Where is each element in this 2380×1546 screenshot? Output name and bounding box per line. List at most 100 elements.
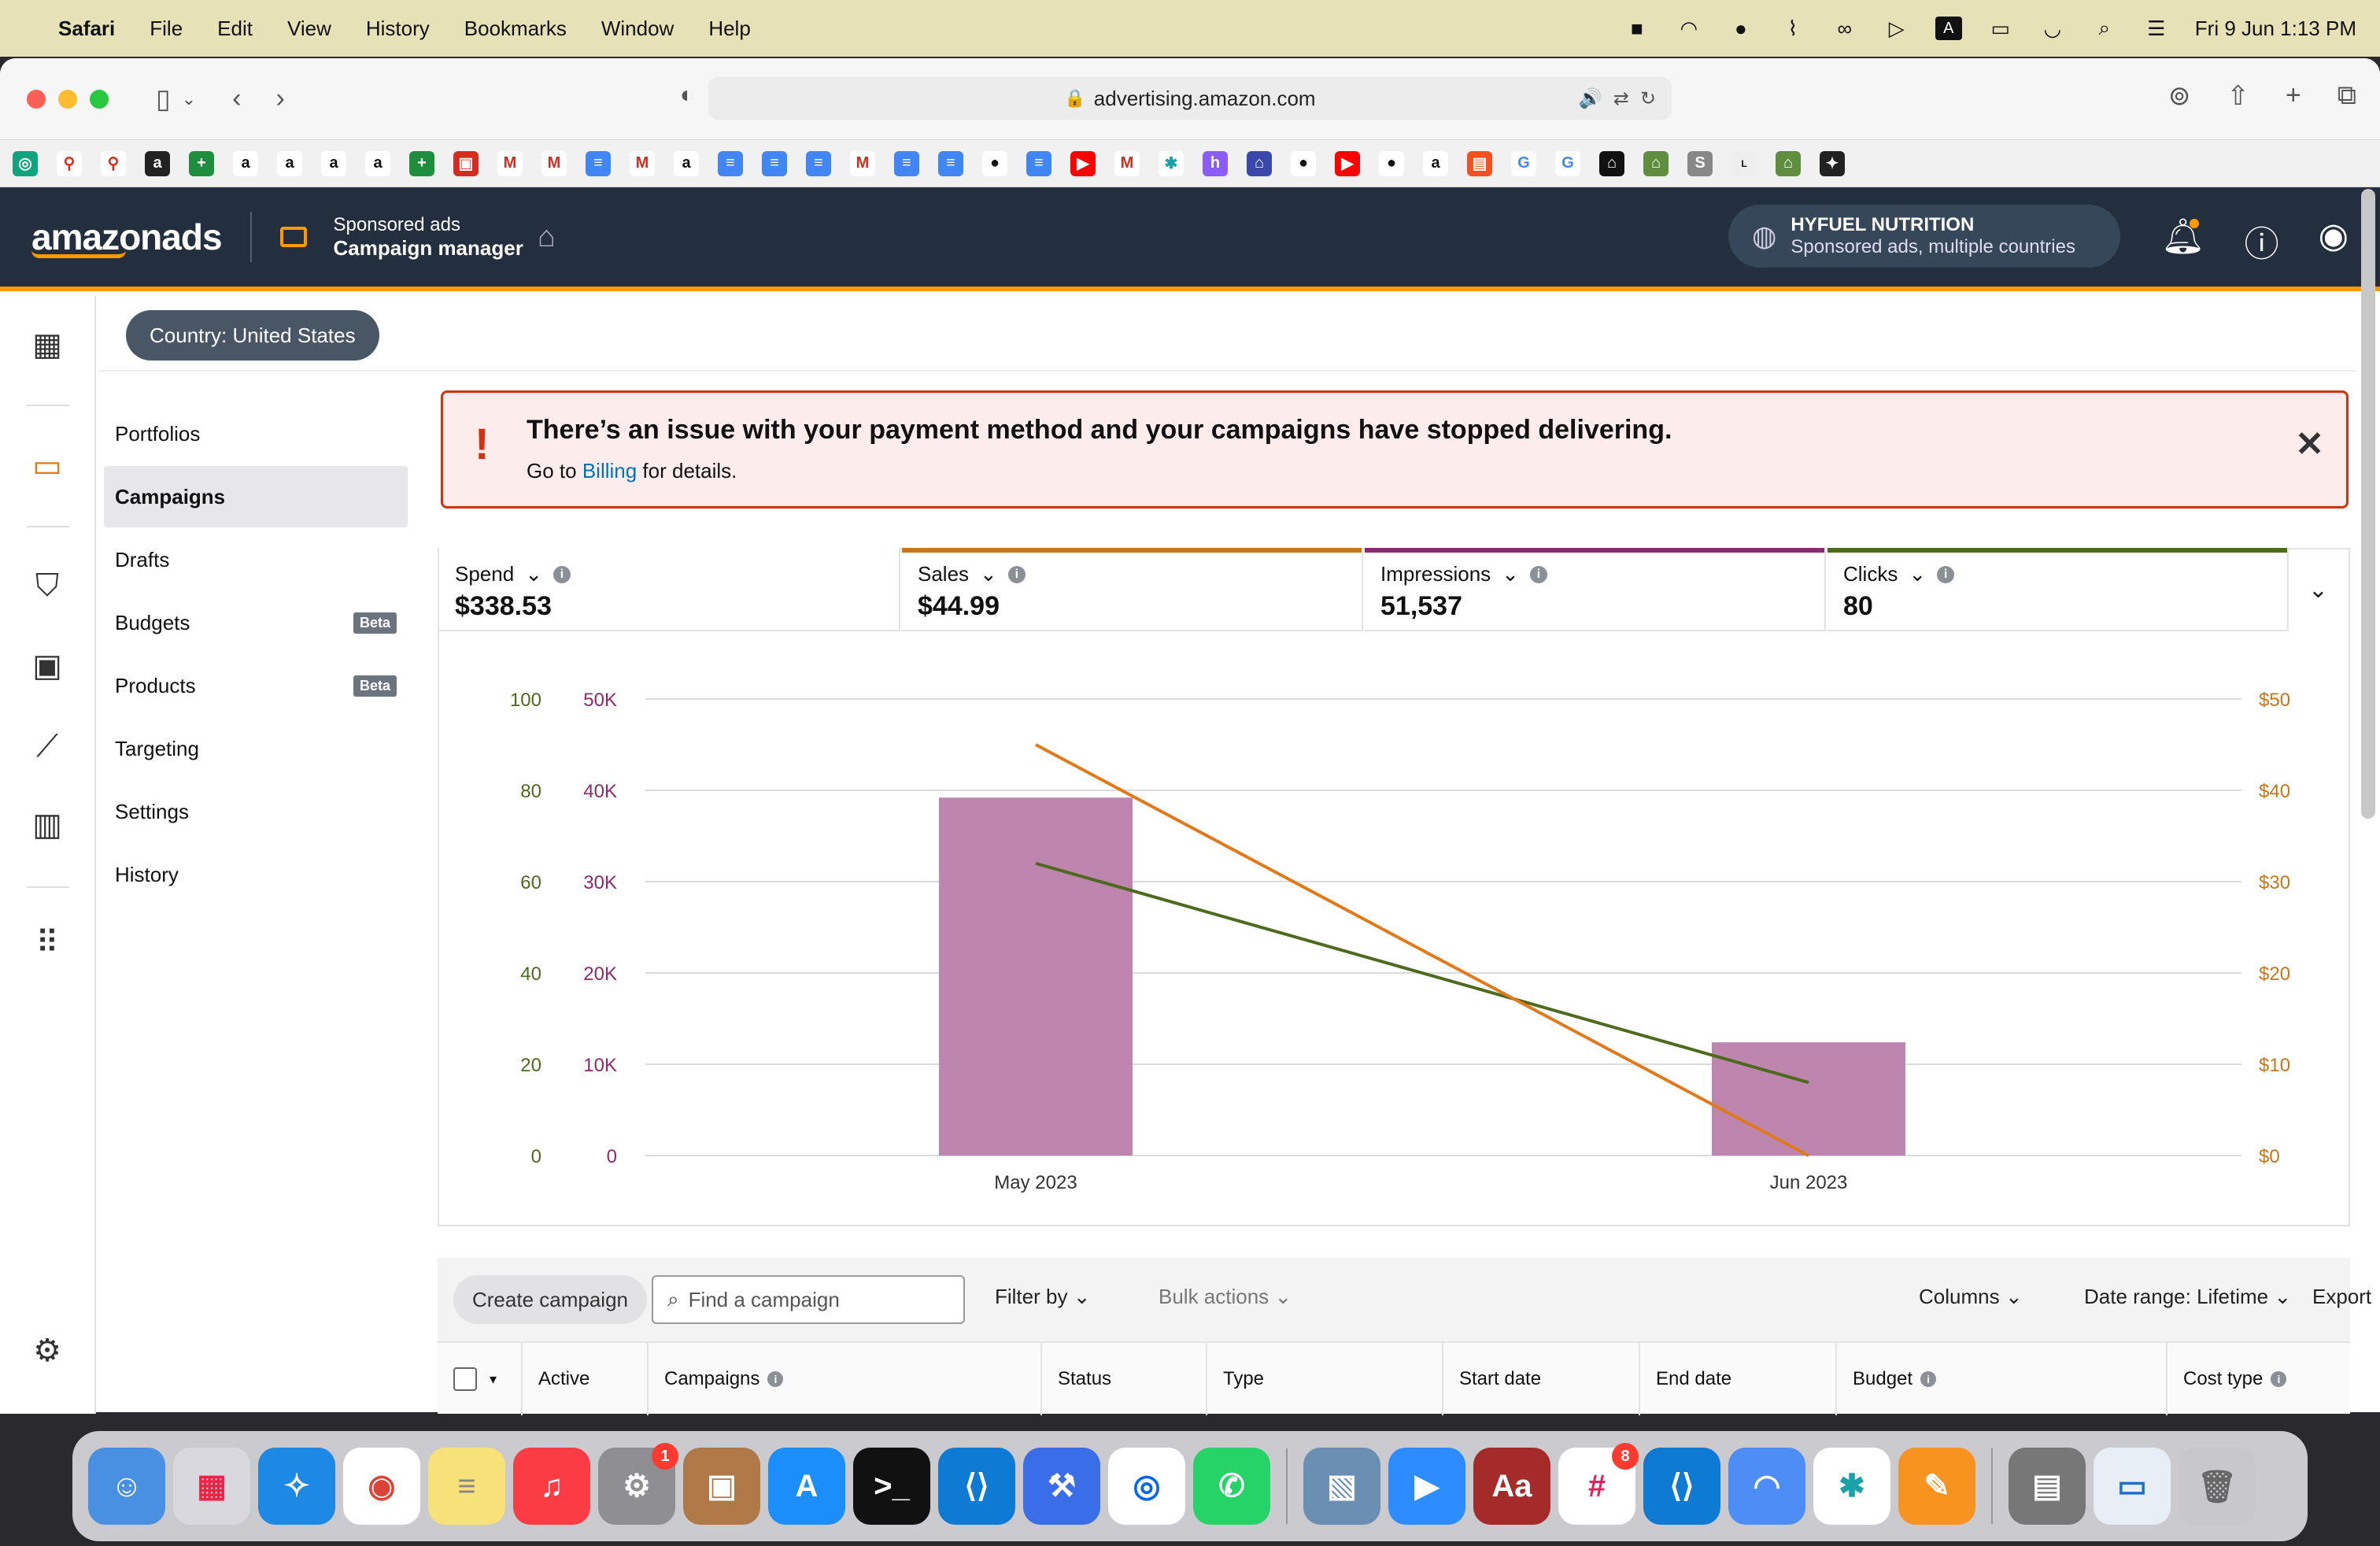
fav-github-icon[interactable]: ● bbox=[982, 150, 1007, 176]
fav-red-icon[interactable]: ▣ bbox=[453, 150, 479, 176]
dock-chrome-icon[interactable]: ◉ bbox=[343, 1448, 420, 1525]
fav-docs-icon[interactable]: ≡ bbox=[1026, 150, 1051, 176]
select-all-checkbox[interactable] bbox=[453, 1367, 477, 1391]
fav-sheets-icon[interactable]: + bbox=[189, 150, 214, 176]
fav-gmail-icon[interactable]: M bbox=[541, 150, 567, 176]
dock-arc-icon[interactable]: ◠ bbox=[1728, 1448, 1805, 1525]
column-type[interactable]: Type bbox=[1207, 1343, 1443, 1415]
dock-vscode-icon[interactable]: ⟨⟩ bbox=[1643, 1448, 1720, 1525]
address-bar[interactable]: 🔒 advertising.amazon.com 🔊 ⇄ ↻ bbox=[708, 77, 1672, 120]
fav-google-icon[interactable]: G bbox=[1555, 150, 1580, 176]
translate-icon[interactable]: ⇄ bbox=[1613, 87, 1629, 109]
menu-app-name[interactable]: Safari bbox=[58, 16, 116, 40]
dock-ai-icon[interactable]: ◎ bbox=[1108, 1448, 1185, 1525]
dock-slack-icon[interactable]: #8 bbox=[1558, 1443, 1639, 1525]
fav-shopify-icon[interactable]: ⌂ bbox=[1643, 150, 1669, 176]
column-status[interactable]: Status bbox=[1042, 1343, 1207, 1415]
audio-icon[interactable]: 🔊 bbox=[1578, 87, 1602, 109]
column-end-date[interactable]: End date bbox=[1640, 1343, 1837, 1415]
video-icon[interactable]: ■ bbox=[1630, 16, 1643, 40]
billing-link[interactable]: Billing bbox=[582, 459, 638, 483]
menu-clock[interactable]: Fri 9 Jun 1:13 PM bbox=[2194, 16, 2356, 40]
fav-gmail-icon[interactable]: M bbox=[1114, 150, 1140, 176]
fav-amazon-icon[interactable]: a bbox=[145, 150, 170, 176]
dock-zoom-icon[interactable]: ▶ bbox=[1388, 1448, 1465, 1525]
info-icon[interactable]: i bbox=[1920, 1371, 1937, 1387]
fav-bird-icon[interactable]: ⚲ bbox=[101, 150, 126, 176]
page-scrollbar[interactable] bbox=[2361, 189, 2375, 819]
chevron-down-icon[interactable]: ⌄ bbox=[980, 562, 997, 586]
dock-preview-icon[interactable]: ▧ bbox=[1303, 1448, 1380, 1525]
chevron-down-icon[interactable]: ▾ bbox=[490, 1370, 497, 1387]
dock-finder-icon[interactable]: ☺ bbox=[88, 1448, 165, 1525]
chevron-down-icon[interactable]: ⌄ bbox=[525, 562, 542, 586]
fav-gmail-icon[interactable]: M bbox=[630, 150, 655, 176]
fav-chatgpt-icon[interactable]: ◎ bbox=[13, 150, 38, 176]
fav-amazon-icon[interactable]: a bbox=[365, 150, 390, 176]
fav-shopify-icon[interactable]: ⌂ bbox=[1776, 150, 1801, 176]
dock-recent-folder-icon[interactable]: ▤ bbox=[2009, 1448, 2086, 1525]
grammarly-icon[interactable]: ● bbox=[1734, 16, 1747, 40]
tab-overview-icon[interactable]: ⧉ bbox=[2337, 80, 2356, 110]
input-source-icon[interactable]: A bbox=[1935, 17, 1962, 40]
fav-h-icon[interactable]: h bbox=[1203, 150, 1228, 176]
subnav-drafts[interactable]: Drafts bbox=[104, 529, 408, 590]
close-window-button[interactable] bbox=[27, 89, 46, 109]
downloads-icon[interactable]: ⊚ bbox=[2168, 81, 2191, 111]
fav-amazon-icon[interactable]: a bbox=[233, 150, 258, 176]
column-cost-type[interactable]: Cost type i bbox=[2168, 1343, 2350, 1415]
dock-screenshot-icon[interactable]: ▭ bbox=[2094, 1448, 2171, 1525]
date-range-dropdown[interactable]: Date range: Lifetime ⌄ bbox=[2084, 1285, 2291, 1309]
product-title[interactable]: Sponsored ads Campaign manager bbox=[334, 214, 523, 261]
fav-youtube-icon[interactable]: ▶ bbox=[1070, 150, 1096, 176]
fav-docs-icon[interactable]: ≡ bbox=[894, 150, 919, 176]
home-icon[interactable]: ⌂ bbox=[537, 220, 556, 253]
creative-cloud-icon[interactable]: ∞ bbox=[1837, 16, 1853, 40]
privacy-shield-icon[interactable]: ◐ bbox=[680, 82, 695, 108]
dock-app-store-icon[interactable]: A bbox=[768, 1448, 845, 1525]
info-icon[interactable]: i bbox=[1937, 565, 1955, 583]
chevron-down-icon[interactable]: ⌄ bbox=[1909, 562, 1927, 586]
creative-assets-icon[interactable]: ▣ bbox=[32, 649, 62, 683]
share-icon[interactable]: ⇧ bbox=[2227, 81, 2249, 111]
fav-amazon-icon[interactable]: a bbox=[674, 150, 699, 176]
back-icon[interactable]: ‹ bbox=[232, 83, 242, 113]
gauge-icon[interactable]: ◠ bbox=[1680, 16, 1698, 40]
dock-launchpad-icon[interactable]: ▦ bbox=[173, 1448, 250, 1525]
dock-box-icon[interactable]: ▣ bbox=[683, 1448, 760, 1525]
fav-dark-icon[interactable]: ✦ bbox=[1820, 150, 1845, 176]
wifi-icon[interactable]: ◡ bbox=[2043, 16, 2062, 40]
fav-bank-icon[interactable]: ⌂ bbox=[1247, 150, 1272, 176]
campaigns-wallet-icon[interactable]: ▭ bbox=[32, 449, 62, 483]
column-active[interactable]: Active bbox=[523, 1343, 649, 1415]
subnav-campaigns[interactable]: Campaigns bbox=[104, 466, 408, 527]
info-icon[interactable]: i bbox=[767, 1371, 784, 1387]
play-icon[interactable]: ▷ bbox=[1888, 16, 1905, 40]
subnav-settings[interactable]: Settings bbox=[104, 781, 408, 842]
menu-edit[interactable]: Edit bbox=[217, 16, 253, 40]
dock-settings-icon[interactable]: ⚙ 1 bbox=[598, 1443, 678, 1525]
metric-card-impressions[interactable]: Impressions ⌄ i 51,537 bbox=[1365, 548, 1826, 631]
account-switcher[interactable]: ◍ HYFUEL NUTRITION Sponsored ads, multip… bbox=[1728, 205, 2120, 268]
fav-github-icon[interactable]: ● bbox=[1291, 150, 1316, 176]
profile-icon[interactable]: ◉ bbox=[2318, 216, 2349, 255]
subnav-portfolios[interactable]: Portfolios bbox=[104, 403, 408, 464]
apps-grid-icon[interactable]: ⠿ bbox=[35, 926, 59, 960]
menu-history[interactable]: History bbox=[365, 16, 430, 40]
info-icon[interactable]: i bbox=[1529, 565, 1547, 583]
reports-bar-icon[interactable]: ▥ bbox=[32, 808, 62, 842]
dock-whatsapp-icon[interactable]: ✆ bbox=[1193, 1448, 1270, 1525]
column-campaigns[interactable]: Campaigns i bbox=[649, 1343, 1042, 1415]
fav-amazon-icon[interactable]: a bbox=[321, 150, 346, 176]
info-icon[interactable]: i bbox=[1007, 565, 1026, 583]
fav-docs-icon[interactable]: ≡ bbox=[586, 150, 611, 176]
fav-docs-icon[interactable]: ≡ bbox=[718, 150, 743, 176]
menu-view[interactable]: View bbox=[286, 16, 331, 40]
amazon-ads-logo[interactable]: amazonads bbox=[31, 216, 223, 258]
menu-window[interactable]: Window bbox=[601, 16, 674, 40]
column-budget[interactable]: Budget i bbox=[1837, 1343, 2168, 1415]
metric-card-spend[interactable]: Spend ⌄ i $338.53 bbox=[439, 548, 900, 631]
menu-file[interactable]: File bbox=[150, 16, 183, 40]
fav-docs-icon[interactable]: ≡ bbox=[762, 150, 787, 176]
fav-github-icon[interactable]: ● bbox=[1379, 150, 1404, 176]
